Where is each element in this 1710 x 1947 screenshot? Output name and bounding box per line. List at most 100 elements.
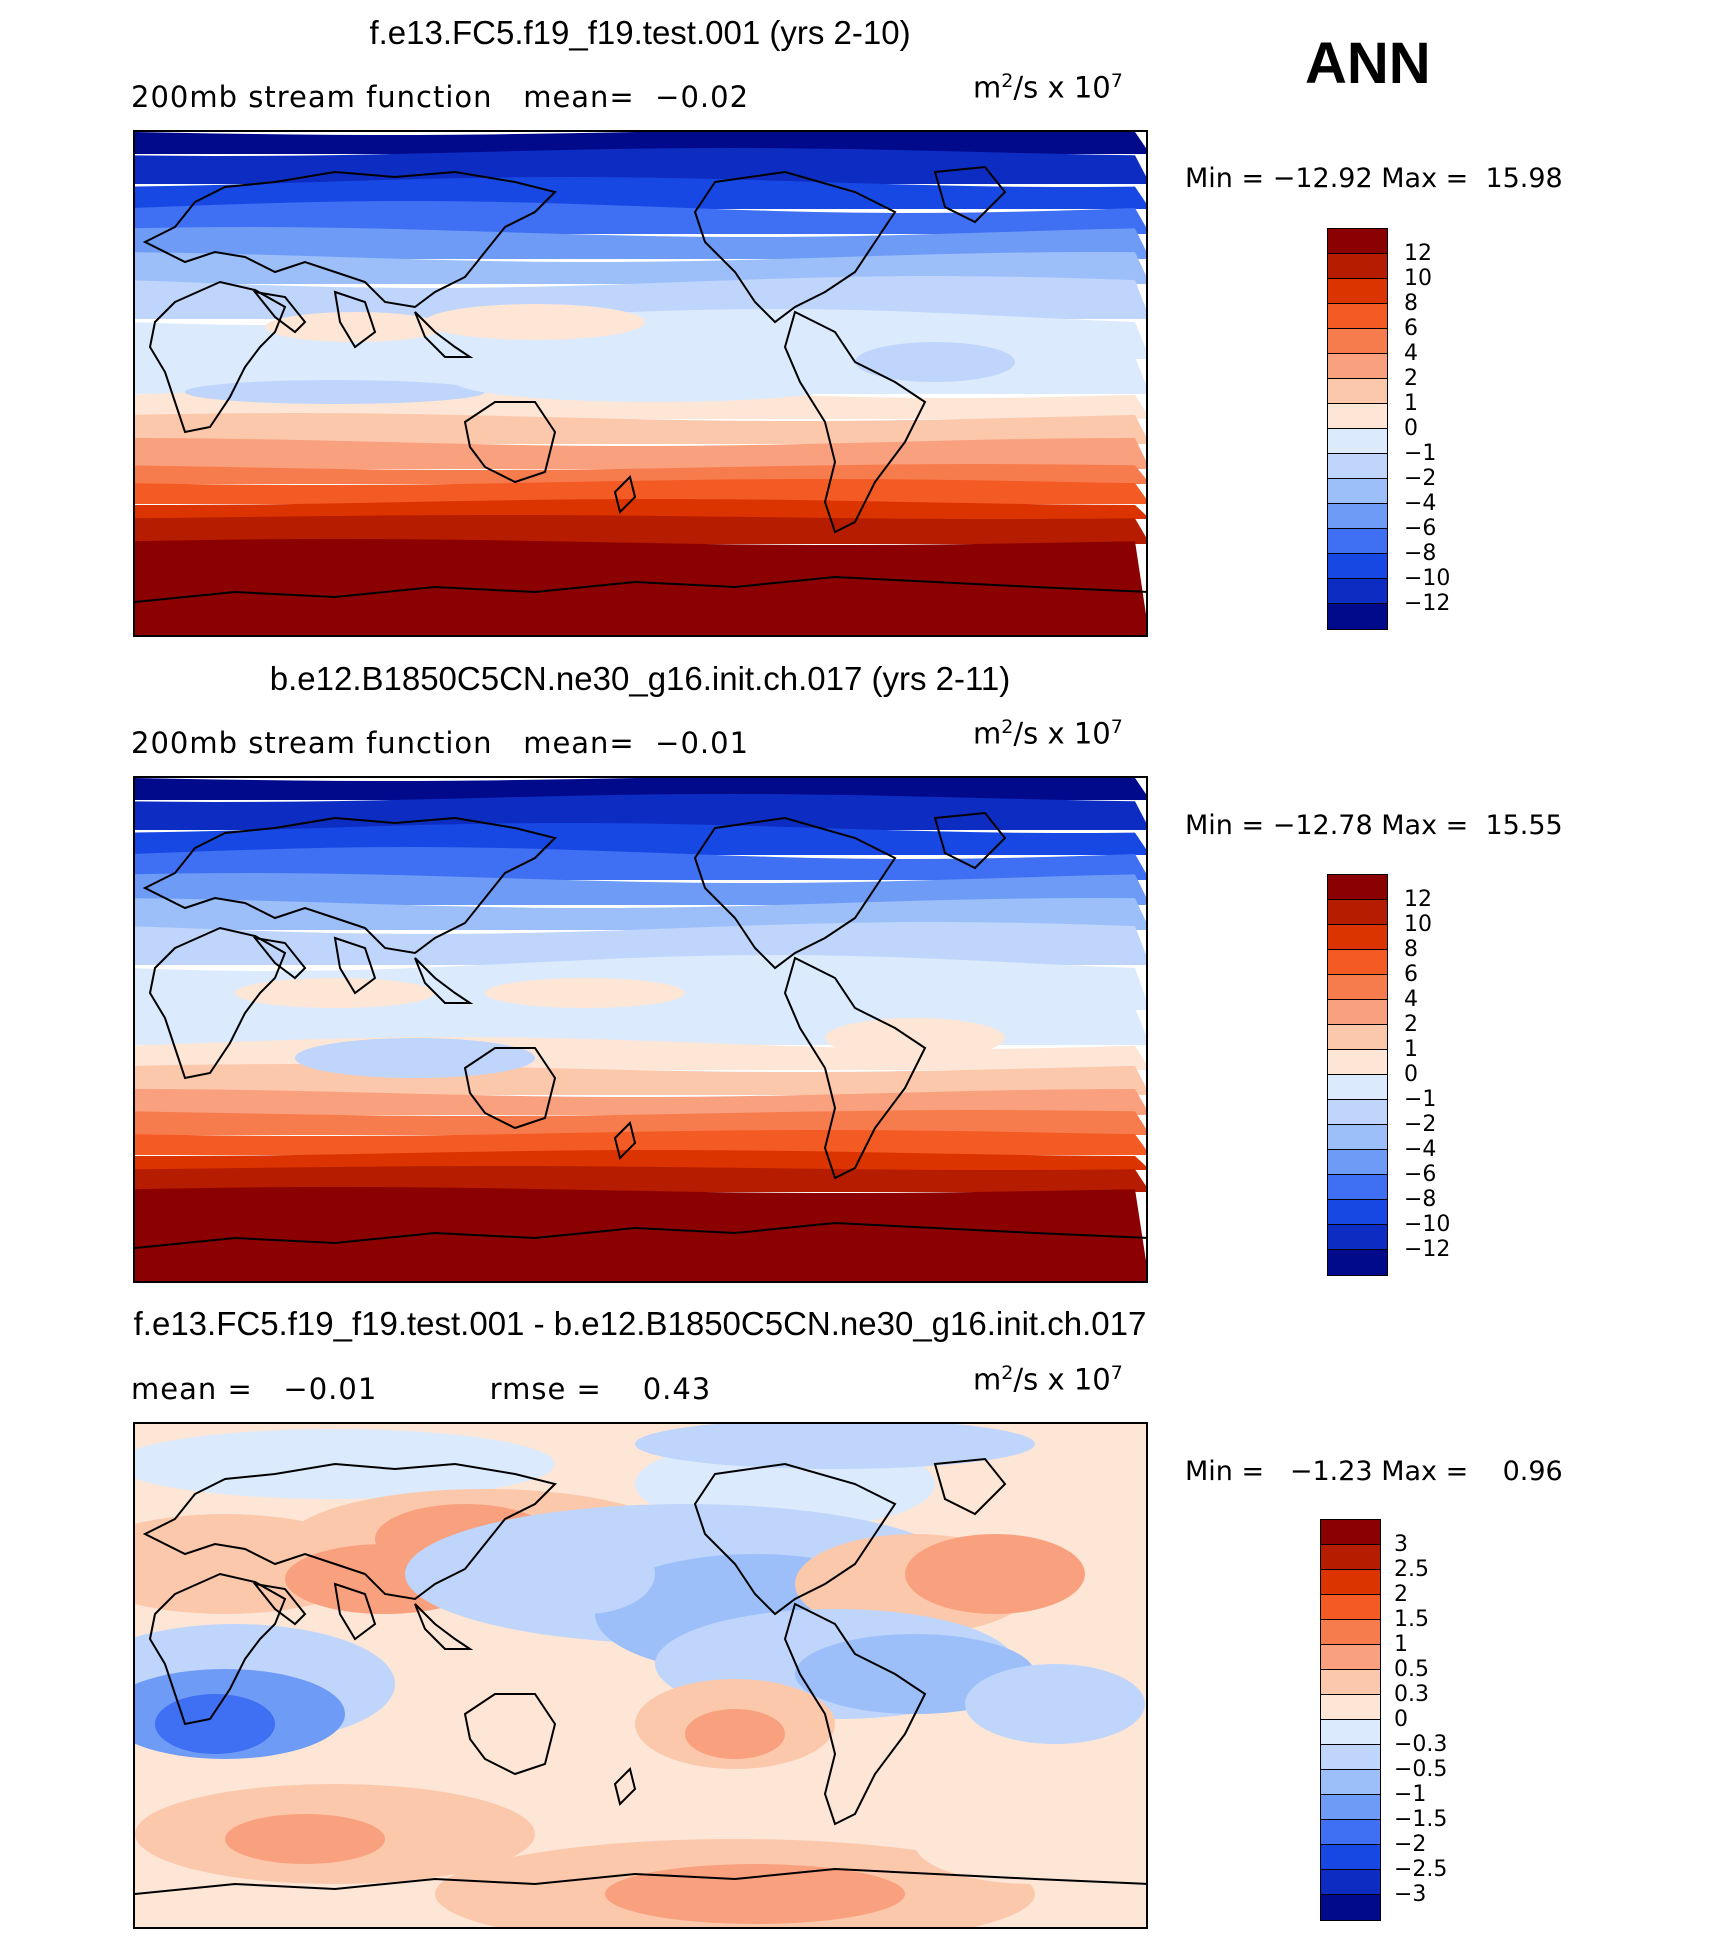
coastline-segment (414, 311, 474, 358)
colorbar-swatch (1328, 254, 1387, 279)
colorbar-label: −10 (1404, 1212, 1451, 1237)
contour-band (135, 539, 1146, 635)
colorbar-label: 12 (1404, 887, 1432, 912)
coastline-segment (148, 1572, 287, 1726)
coastline-segment (252, 1582, 307, 1626)
colorbar-label: 0 (1404, 1062, 1418, 1087)
colorbar-swatch (1328, 329, 1387, 354)
contour-blob (635, 1424, 1035, 1469)
colorbar-swatch (1328, 1100, 1387, 1125)
coastline-segment (693, 170, 897, 324)
colorbar-swatch (1328, 975, 1387, 1000)
coastline-segment (148, 280, 287, 434)
colorbar-swatch (1321, 1620, 1380, 1645)
contour-blob (905, 1534, 1085, 1614)
colorbar-label: 0.3 (1394, 1682, 1429, 1707)
coastline-segment (693, 1462, 897, 1616)
contour-blob (965, 1664, 1145, 1744)
colorbar-swatch (1321, 1595, 1380, 1620)
contour-band (135, 1110, 1146, 1135)
colorbar-label: −0.5 (1394, 1757, 1448, 1782)
coastlines (135, 1457, 1146, 1895)
colorbar-swatch (1328, 529, 1387, 554)
colorbar-swatch (1321, 1745, 1380, 1770)
colorbar-swatch (1328, 1125, 1387, 1150)
colorbar-swatch (1328, 304, 1387, 329)
colorbar-swatch (1321, 1795, 1380, 1820)
colorbar-label: 10 (1404, 266, 1432, 291)
contour-blob (605, 1864, 905, 1924)
contour-band (135, 1089, 1146, 1115)
colorbar-swatch (1321, 1820, 1380, 1845)
colorbar-swatch (1321, 1520, 1380, 1545)
contour-band (135, 778, 1146, 800)
colorbar-label: −6 (1404, 1162, 1437, 1187)
contour-blob (425, 304, 645, 340)
contour-blob (685, 1709, 785, 1759)
colorbar-swatch (1328, 950, 1387, 975)
contour-band (135, 1187, 1146, 1281)
colorbar-swatch (1321, 1670, 1380, 1695)
contour-blob (185, 380, 485, 404)
contour-band (135, 438, 1146, 469)
colorbar-label: −3 (1394, 1882, 1427, 1907)
colorbar-swatch (1328, 404, 1387, 429)
colorbar-label: −4 (1404, 1137, 1437, 1162)
coastline-segment (142, 1462, 557, 1601)
colorbar-swatch (1328, 1250, 1387, 1275)
colorbar-label: −2 (1404, 1112, 1437, 1137)
colorbar-swatch (1328, 875, 1387, 900)
colorbar-swatch (1328, 1200, 1387, 1225)
colorbar-label: 2 (1394, 1582, 1408, 1607)
coastline-segment (135, 1867, 1146, 1895)
colorbar-swatch (1321, 1845, 1380, 1870)
coastline-segment (333, 1582, 377, 1641)
coastline-segment (463, 401, 557, 484)
contour-blob (485, 978, 685, 1008)
panel3-difference-field (135, 1424, 1146, 1927)
colorbar-swatch (1328, 354, 1387, 379)
panel3-title: f.e13.FC5.f19_f19.test.001 - b.e12.B1850… (133, 1305, 1147, 1342)
colorbar-swatch (1321, 1870, 1380, 1895)
colorbar-swatch (1328, 604, 1387, 629)
contour-band (135, 1166, 1146, 1192)
colorbar-label: 12 (1404, 241, 1432, 266)
contour-band (135, 922, 1146, 965)
colorbar-swatch (1321, 1570, 1380, 1595)
coastline-segment (933, 1457, 1007, 1516)
panel3-subtitle: mean = −0.01 rmse = 0.43 (131, 1372, 712, 1406)
coastline-segment (414, 957, 474, 1004)
panel2-colorbar (1327, 874, 1388, 1276)
coastline-segment (135, 575, 1146, 603)
contour-band (135, 276, 1146, 319)
colorbar-swatch (1328, 579, 1387, 604)
contour-band (135, 873, 1146, 905)
colorbar-label: 3 (1394, 1532, 1408, 1557)
colorbar-swatch (1328, 1175, 1387, 1200)
panel3-colorbar-labels: 3 2.5 2 1.5 1 0.5 0.3 0 −0.3 −0.5 −1 −1.5 −2 −2.5 −3 (1394, 1532, 1447, 1907)
contour-band (135, 177, 1146, 209)
contour-band (135, 464, 1146, 484)
contour-band (135, 148, 1146, 184)
panel2-colorbar-labels: 12 10 8 6 4 2 1 0 −1 −2 −4 −6 −8 −10 −12 (1404, 887, 1450, 1262)
contour-blob (225, 1814, 385, 1864)
colorbar-label: −6 (1404, 516, 1437, 541)
colorbar-label: −2 (1404, 466, 1437, 491)
contour-blob (915, 1804, 1146, 1884)
colorbar-label: −12 (1404, 1237, 1451, 1262)
colorbar-label: −1.5 (1394, 1807, 1448, 1832)
panel3-map (133, 1422, 1148, 1929)
coastline-segment (933, 165, 1007, 224)
colorbar-swatch (1328, 1050, 1387, 1075)
coastlines (135, 811, 1146, 1249)
panel3-units: m2/s x 107 (973, 1362, 1123, 1397)
colorbar-swatch (1328, 454, 1387, 479)
panel2-title: b.e12.B1850C5CN.ne30_g16.init.ch.017 (yr… (269, 660, 1011, 697)
contour-band (135, 794, 1146, 830)
colorbar-label: −1 (1404, 1087, 1437, 1112)
contour-band (135, 823, 1146, 855)
colorbar-label: −12 (1404, 591, 1451, 616)
coastline-segment (333, 290, 377, 349)
colorbar-label: −10 (1404, 566, 1451, 591)
panel2-stream-function-field (135, 778, 1146, 1281)
